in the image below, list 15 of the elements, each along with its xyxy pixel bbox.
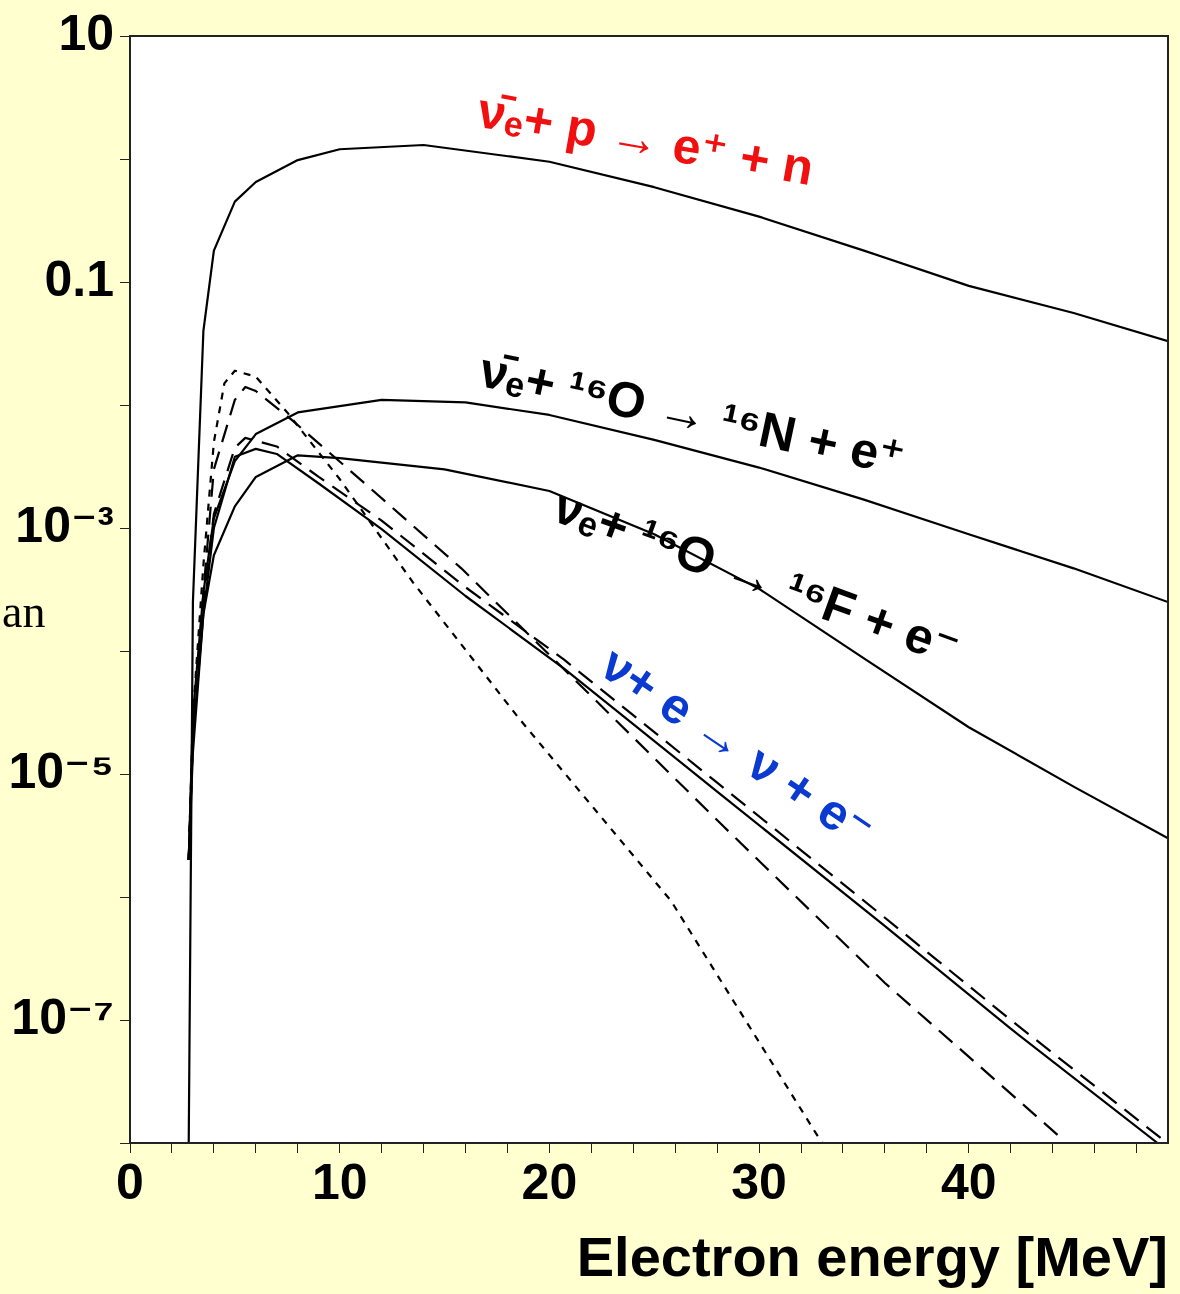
y-tick-label: 10⁻³: [15, 496, 114, 553]
x-tick-label: 10: [311, 1153, 368, 1210]
text: an: [2, 586, 46, 638]
y-tick-label: 10⁻⁵: [8, 742, 114, 799]
x-tick-label: 20: [521, 1153, 578, 1210]
y-tick-label: 10⁻⁷: [11, 988, 114, 1045]
x-tick-label: 30: [731, 1153, 787, 1210]
y-tick-label: 10: [58, 4, 114, 61]
annotation: ν+ e → ν + e⁻: [591, 635, 885, 859]
annotation: ν̄ₑ+ p → e⁺ + n: [473, 82, 819, 197]
y-tick-label: 0.1: [44, 250, 114, 307]
annotation: ν̄ₑ+ ¹⁶O → ¹⁶N + e⁺: [474, 341, 911, 487]
x-axis-title: Electron energy [MeV]: [576, 1224, 1168, 1288]
x-tick-label: 0: [116, 1153, 144, 1210]
x-tick-label: 40: [940, 1153, 997, 1210]
